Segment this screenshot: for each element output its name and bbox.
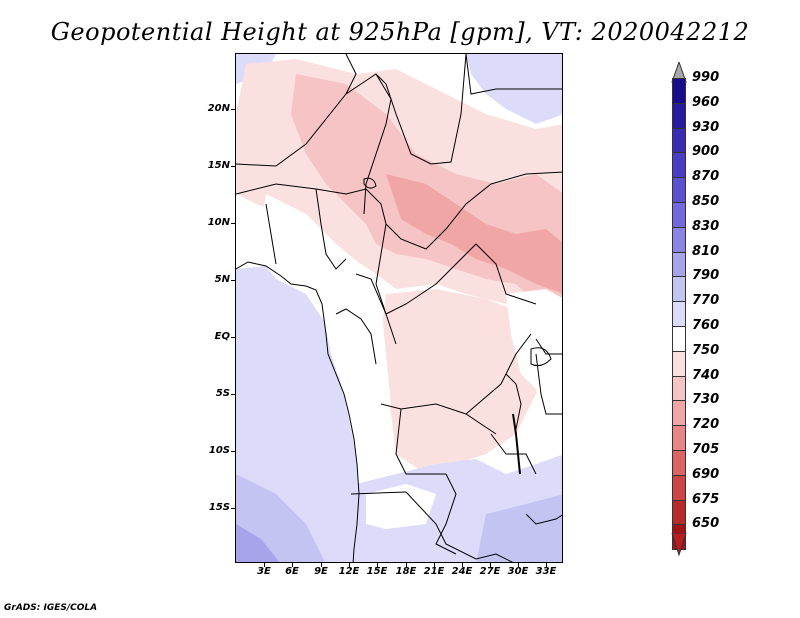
colorbar-bottom-arrow [671, 533, 687, 557]
lon-label: 9E [314, 566, 328, 577]
lon-label: 15E [366, 566, 388, 577]
colorbar-label: 705 [692, 442, 720, 457]
footer-credit: GrADS: IGES/COLA [4, 603, 98, 613]
lat-label: 15N [207, 160, 230, 171]
colorbar-label: 900 [692, 144, 720, 160]
east-white [506, 289, 562, 394]
colorbar-segment [672, 375, 686, 402]
map-frame [235, 53, 563, 563]
chart-title: Geopotential Height at 925hPa [gpm], VT:… [50, 18, 750, 46]
pink-band-3 [386, 174, 562, 294]
colorbar-label: 830 [692, 218, 720, 234]
lat-label: 20N [207, 103, 230, 114]
colorbar-segment [672, 152, 686, 179]
colorbar-segment [672, 78, 686, 104]
lon-label: 12E [338, 566, 360, 577]
lon-label: 30E [507, 566, 529, 577]
colorbar-label: 675 [692, 491, 720, 507]
colorbar-label: 790 [692, 268, 720, 284]
colorbar-label: 810 [692, 243, 720, 259]
colorbar-segment [672, 102, 686, 129]
colorbar-segment [672, 326, 686, 352]
ocean-deep-2 [236, 524, 280, 562]
colorbar-segment [672, 202, 686, 228]
colorbar-segment [672, 400, 686, 427]
colorbar-label: 850 [692, 194, 720, 209]
colorbar-segment [672, 499, 686, 526]
colorbar-segment [672, 301, 686, 327]
colorbar-segment [672, 251, 686, 278]
colorbar-label: 770 [692, 293, 720, 309]
colorbar-label: 650 [692, 516, 720, 532]
lat-label: 15S [208, 502, 230, 513]
lake-chad [363, 177, 377, 189]
south-blue-east [476, 494, 562, 562]
lake-tanganyika [512, 413, 521, 475]
colorbar-label: 960 [692, 94, 720, 110]
lon-label: 18E [395, 566, 417, 577]
colorbar-segment [672, 276, 686, 303]
colorbar-label: 990 [692, 70, 720, 85]
lon-label: 6E [285, 566, 299, 577]
colorbar-label: 760 [692, 318, 720, 333]
lon-label: 27E [479, 566, 501, 577]
political-borders [236, 54, 562, 562]
map-fill [236, 54, 562, 562]
colorbar-label: 740 [692, 367, 720, 383]
colorbar-label: 870 [692, 169, 720, 185]
colorbar-segment [672, 127, 686, 154]
colorbar-label: 730 [692, 392, 720, 408]
ocean-region [236, 266, 358, 562]
colorbar-segment [672, 177, 686, 203]
lat-label: 10N [207, 217, 230, 228]
lat-label: EQ [214, 331, 230, 342]
pink-congo [381, 289, 546, 474]
colorbar-segment [672, 226, 686, 253]
colorbar-segment [672, 425, 686, 451]
lon-label: 33E [535, 566, 557, 577]
lake-victoria [530, 347, 552, 367]
lat-label: 5S [215, 388, 230, 399]
lon-label: 21E [423, 566, 445, 577]
lon-label: 3E [257, 566, 271, 577]
lat-label: 10S [208, 445, 230, 456]
coastline [236, 261, 360, 562]
colorbar-segment [672, 474, 686, 501]
white-west [256, 194, 391, 454]
colorbar-label: 750 [692, 342, 720, 358]
south-white-patch [366, 484, 436, 529]
colorbar-label: 720 [692, 417, 720, 433]
colorbar-segment [672, 350, 686, 377]
lon-label: 24E [451, 566, 473, 577]
colorbar-label: 690 [692, 466, 720, 482]
colorbar-segment [672, 450, 686, 476]
colorbar [672, 78, 686, 551]
colorbar-label: 930 [692, 119, 720, 135]
lat-label: 5N [214, 274, 230, 285]
